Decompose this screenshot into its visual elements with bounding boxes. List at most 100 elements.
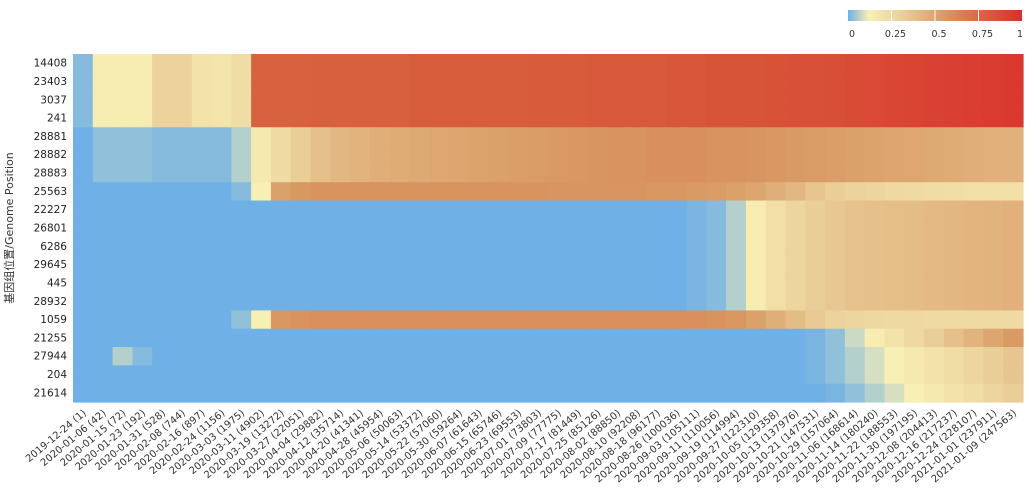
heatmap-cell bbox=[231, 347, 252, 366]
heatmap-cell bbox=[745, 273, 767, 293]
heatmap-cell bbox=[627, 365, 648, 385]
heatmap-cell bbox=[350, 127, 371, 147]
heatmap-cell bbox=[409, 90, 430, 110]
heatmap-cell bbox=[231, 237, 252, 257]
heatmap-cell bbox=[211, 127, 232, 147]
colorbar-legend: 0 0.25 0.5 0.75 1 bbox=[848, 10, 1023, 40]
heatmap-cell bbox=[132, 182, 153, 202]
heatmap-cell bbox=[112, 365, 133, 385]
heatmap-cell bbox=[369, 182, 391, 202]
heatmap-cell bbox=[409, 273, 430, 293]
heatmap-cell bbox=[429, 365, 450, 385]
heatmap-cell bbox=[429, 163, 450, 183]
heatmap-cell bbox=[924, 163, 945, 183]
heatmap-cell bbox=[567, 218, 589, 238]
heatmap-cell bbox=[73, 200, 94, 220]
heatmap-cell bbox=[686, 127, 707, 147]
heatmap-cell bbox=[1003, 163, 1024, 183]
heatmap-cell bbox=[904, 328, 925, 348]
heatmap-cell bbox=[864, 127, 886, 147]
y-tick-label: 28882 bbox=[34, 149, 67, 161]
heatmap-cell bbox=[132, 292, 153, 312]
heatmap-cell bbox=[290, 273, 312, 293]
heatmap-cell bbox=[92, 163, 114, 183]
heatmap-cell bbox=[92, 365, 114, 385]
heatmap-cell bbox=[171, 273, 193, 293]
heatmap-cell bbox=[943, 218, 965, 238]
heatmap-cell bbox=[706, 347, 727, 366]
heatmap-cells bbox=[73, 54, 1024, 403]
heatmap-cell bbox=[449, 383, 470, 403]
heatmap-cell bbox=[73, 273, 94, 293]
heatmap-cell bbox=[745, 328, 767, 348]
heatmap-cell bbox=[73, 365, 94, 385]
heatmap-cell bbox=[270, 328, 292, 348]
heatmap-cell bbox=[251, 273, 272, 293]
heatmap-cell bbox=[389, 255, 411, 275]
heatmap-cell bbox=[330, 72, 351, 92]
heatmap-cell bbox=[924, 328, 945, 348]
heatmap-cell bbox=[686, 328, 707, 348]
heatmap-cell bbox=[825, 127, 846, 147]
heatmap-cell bbox=[1003, 108, 1024, 128]
heatmap-cell bbox=[924, 108, 945, 128]
heatmap-cell bbox=[389, 182, 411, 202]
heatmap-cell bbox=[211, 292, 232, 312]
colorbar-tick-label: 0.75 bbox=[972, 29, 993, 40]
heatmap-cell bbox=[924, 347, 945, 366]
heatmap-cell bbox=[211, 163, 232, 183]
heatmap-cell bbox=[369, 145, 391, 165]
heatmap-cell bbox=[310, 108, 331, 128]
heatmap-cell bbox=[963, 347, 985, 366]
heatmap-cell bbox=[567, 365, 589, 385]
heatmap-cell bbox=[627, 127, 648, 147]
heatmap-cell bbox=[864, 292, 886, 312]
heatmap-cell bbox=[528, 255, 549, 275]
heatmap-cell bbox=[726, 108, 747, 128]
heatmap-cell bbox=[488, 273, 510, 293]
heatmap-cell bbox=[330, 292, 351, 312]
heatmap-cell bbox=[389, 54, 411, 73]
heatmap-cell bbox=[666, 310, 688, 330]
heatmap-cell bbox=[963, 365, 985, 385]
heatmap-cell bbox=[943, 237, 965, 257]
heatmap-cell bbox=[211, 200, 232, 220]
heatmap-cell bbox=[429, 72, 450, 92]
heatmap-cell bbox=[686, 90, 707, 110]
heatmap-cell bbox=[112, 310, 133, 330]
heatmap-cell bbox=[330, 273, 351, 293]
heatmap-cell bbox=[508, 347, 529, 366]
heatmap-cell bbox=[745, 108, 767, 128]
heatmap-cell bbox=[389, 108, 411, 128]
heatmap-cell bbox=[726, 273, 747, 293]
heatmap-cell bbox=[904, 108, 925, 128]
heatmap-cell bbox=[171, 255, 193, 275]
heatmap-cell bbox=[924, 255, 945, 275]
heatmap-cell bbox=[686, 255, 707, 275]
y-tick-label: 241 bbox=[47, 113, 67, 125]
heatmap-cell bbox=[666, 200, 688, 220]
heatmap-cell bbox=[290, 127, 312, 147]
heatmap-cell bbox=[825, 365, 846, 385]
heatmap-cell bbox=[646, 237, 668, 257]
heatmap-cell bbox=[607, 273, 628, 293]
heatmap-cell bbox=[409, 292, 430, 312]
heatmap-cell bbox=[864, 310, 886, 330]
heatmap-cell bbox=[270, 54, 292, 73]
heatmap-cell bbox=[429, 108, 450, 128]
heatmap-cell bbox=[211, 145, 232, 165]
heatmap-cell bbox=[251, 200, 272, 220]
heatmap-cell bbox=[92, 182, 114, 202]
heatmap-cell bbox=[191, 218, 213, 238]
heatmap-cell bbox=[1003, 255, 1024, 275]
heatmap-cell bbox=[627, 237, 648, 257]
heatmap-cell bbox=[330, 200, 351, 220]
heatmap-cell bbox=[785, 90, 806, 110]
y-tick-label: 21255 bbox=[34, 332, 67, 344]
heatmap-cell bbox=[686, 200, 707, 220]
heatmap-cell bbox=[92, 237, 114, 257]
heatmap-cell bbox=[152, 237, 173, 257]
heatmap-cell bbox=[904, 273, 925, 293]
heatmap-cell bbox=[389, 310, 411, 330]
heatmap-cell bbox=[805, 163, 826, 183]
